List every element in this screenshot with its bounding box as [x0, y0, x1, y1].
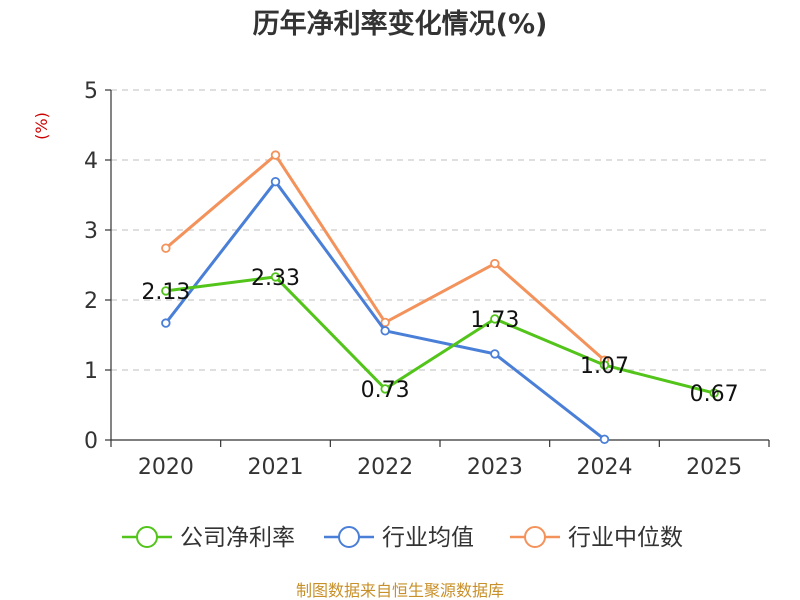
data-point: [161, 286, 171, 296]
data-point: [270, 176, 281, 187]
legend-marker: [136, 526, 158, 548]
x-tick-label: 2025: [686, 455, 742, 480]
data-point: [599, 360, 610, 370]
data-label: 2.33: [251, 266, 300, 291]
data-label: 2.13: [141, 280, 190, 305]
x-tick-label: 2021: [248, 455, 304, 480]
data-point: [490, 314, 500, 324]
gridlines: [111, 89, 769, 371]
data-point: [490, 258, 500, 269]
legend-item-1[interactable]: 行业均值: [324, 525, 474, 551]
data-point: [270, 272, 281, 282]
legend-label: 公司净利率: [180, 525, 295, 551]
x-tick-label: 2022: [357, 455, 413, 480]
data-point: [270, 150, 281, 160]
legend-label: 行业均值: [382, 525, 474, 551]
legend-marker: [338, 526, 360, 548]
data-point: [709, 388, 719, 398]
y-axis-unit-label: (%): [32, 112, 51, 140]
series-lines: [161, 150, 719, 444]
data-point: [490, 349, 500, 359]
y-tick-label: 5: [84, 79, 98, 104]
data-labels: 2.13 2.33 0.73 1.73 1.07 0.67: [141, 266, 738, 407]
y-tick-label: 4: [84, 149, 98, 174]
data-label: 0.73: [361, 378, 410, 403]
series-line-0: [165, 275, 715, 395]
legend-label: 行业中位数: [568, 525, 683, 551]
legend-marker: [524, 526, 546, 548]
legend-item-2[interactable]: 行业中位数: [510, 525, 683, 551]
x-tick-label: 2024: [577, 455, 633, 480]
data-point: [161, 243, 171, 253]
y-tick-label: 2: [84, 289, 98, 314]
axes: 0 1 2 3 4 5 2020 2021 2022 2023 2024 2025: [84, 79, 770, 480]
data-point: [380, 384, 390, 394]
x-tick-label: 2023: [467, 455, 523, 480]
legend-item-0[interactable]: 公司净利率: [122, 525, 295, 551]
y-tick-label: 1: [84, 359, 98, 384]
data-source-note: 制图数据来自恒生聚源数据库: [296, 581, 504, 600]
data-point: [380, 326, 390, 336]
data-point: [161, 318, 171, 328]
y-tick-label: 3: [84, 219, 98, 244]
chart-title: 历年净利率变化情况(%): [253, 8, 548, 40]
x-tick-label: 2020: [138, 455, 194, 480]
y-tick-label: 0: [84, 429, 98, 454]
legend: 公司净利率 行业均值 行业中位数: [122, 525, 683, 551]
data-label: 1.07: [580, 354, 629, 379]
data-label: 1.73: [470, 308, 519, 333]
data-point: [599, 434, 610, 444]
data-label: 0.67: [690, 382, 739, 407]
